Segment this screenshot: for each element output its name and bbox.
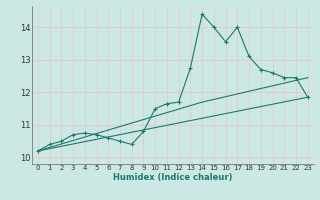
X-axis label: Humidex (Indice chaleur): Humidex (Indice chaleur) xyxy=(113,173,233,182)
